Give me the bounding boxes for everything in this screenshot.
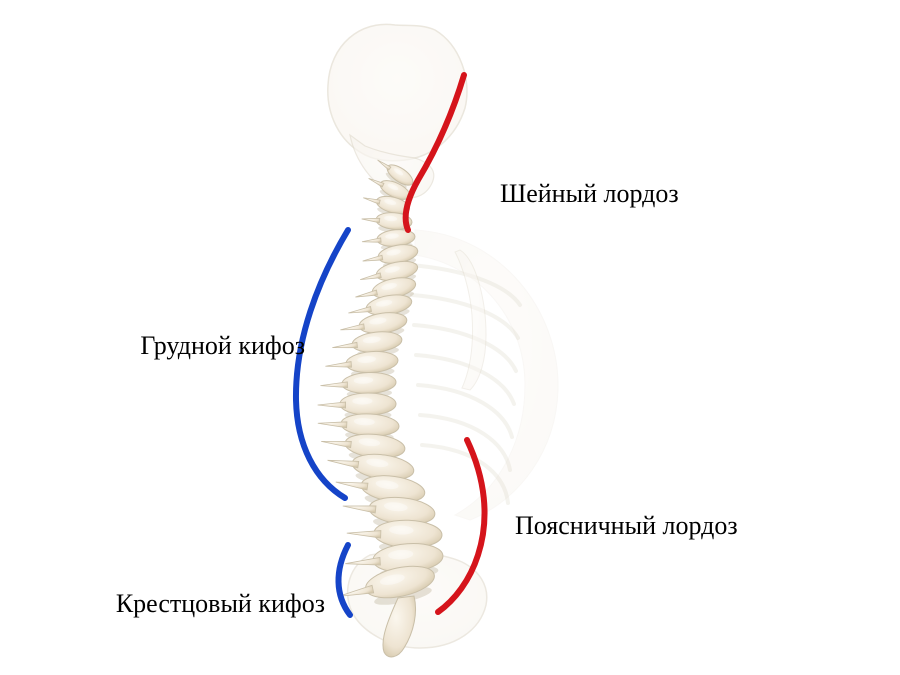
lumbar-label: Поясничный лордоз (515, 510, 738, 541)
cervical-label: Шейный лордоз (500, 178, 679, 209)
sacral-label: Крестцовый кифоз (116, 588, 325, 619)
diagram-stage: Шейный лордоз Грудной кифоз Поясничный лор… (0, 0, 900, 675)
spine-diagram-svg (0, 0, 900, 675)
thoracic-label: Грудной кифоз (140, 330, 305, 361)
sacral-curve (338, 545, 350, 615)
